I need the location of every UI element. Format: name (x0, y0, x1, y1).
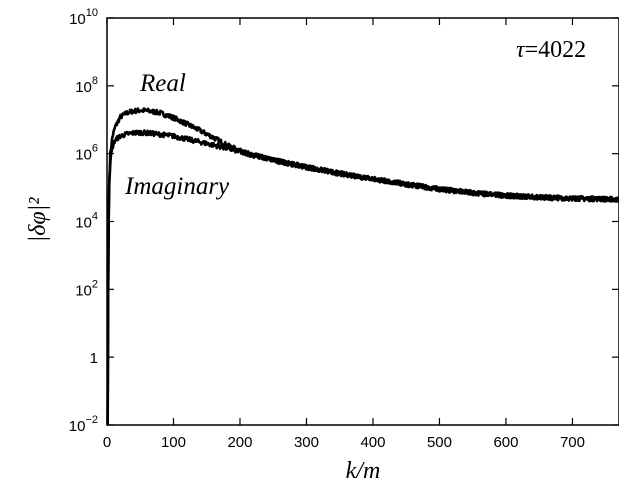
series-layer (106, 107, 619, 426)
y-tick-base: 10 (75, 79, 92, 96)
y-tick-base: 10 (75, 282, 92, 299)
y-tick-label: 102 (75, 278, 98, 299)
y-tick-label: 106 (75, 143, 98, 164)
tau-value: =4022 (525, 37, 587, 63)
x-tick-label: 600 (493, 434, 518, 451)
x-tick-label: 500 (427, 434, 452, 451)
y-tick-base: 10 (69, 11, 86, 28)
x-tick-label: 100 (161, 434, 186, 451)
y-tick-exponent: 6 (92, 143, 98, 155)
x-tick-label: 300 (294, 434, 319, 451)
x-tick-label: 0 (103, 434, 111, 451)
y-tick-label: 1 (90, 350, 98, 367)
y-tick-label: 10−2 (69, 414, 98, 435)
y-tick-exponent: −2 (85, 414, 98, 426)
y-tick-base: 1 (90, 350, 98, 367)
y-tick-base: 10 (75, 147, 92, 164)
y-tick-label: 1010 (69, 7, 98, 28)
y-tick-exponent: 4 (92, 211, 98, 223)
x-tick-label: 700 (560, 434, 585, 451)
series-line-imaginary (106, 129, 619, 426)
x-tick-label: 200 (227, 434, 252, 451)
y-tick-label: 108 (75, 75, 98, 96)
x-axis-title: k/m (346, 458, 381, 484)
series-line-real (106, 107, 619, 426)
tau-symbol: τ (516, 37, 526, 63)
tau-annotation: τ=4022 (516, 37, 586, 63)
y-tick-exponent: 2 (92, 278, 98, 290)
real-label: Real (139, 70, 186, 97)
imaginary-label: Imaginary (124, 173, 230, 200)
y-tick-exponent: 10 (86, 7, 98, 19)
y-axis-title: |δφ|² (25, 197, 51, 243)
ticks-layer: 0 100 200 300 400 500 600 70010−211021041061081… (69, 7, 619, 451)
y-tick-label: 104 (75, 211, 98, 232)
y-tick-base: 10 (75, 215, 92, 232)
y-tick-exponent: 8 (92, 75, 98, 87)
x-tick-label: 400 (360, 434, 385, 451)
y-tick-base: 10 (69, 418, 86, 435)
